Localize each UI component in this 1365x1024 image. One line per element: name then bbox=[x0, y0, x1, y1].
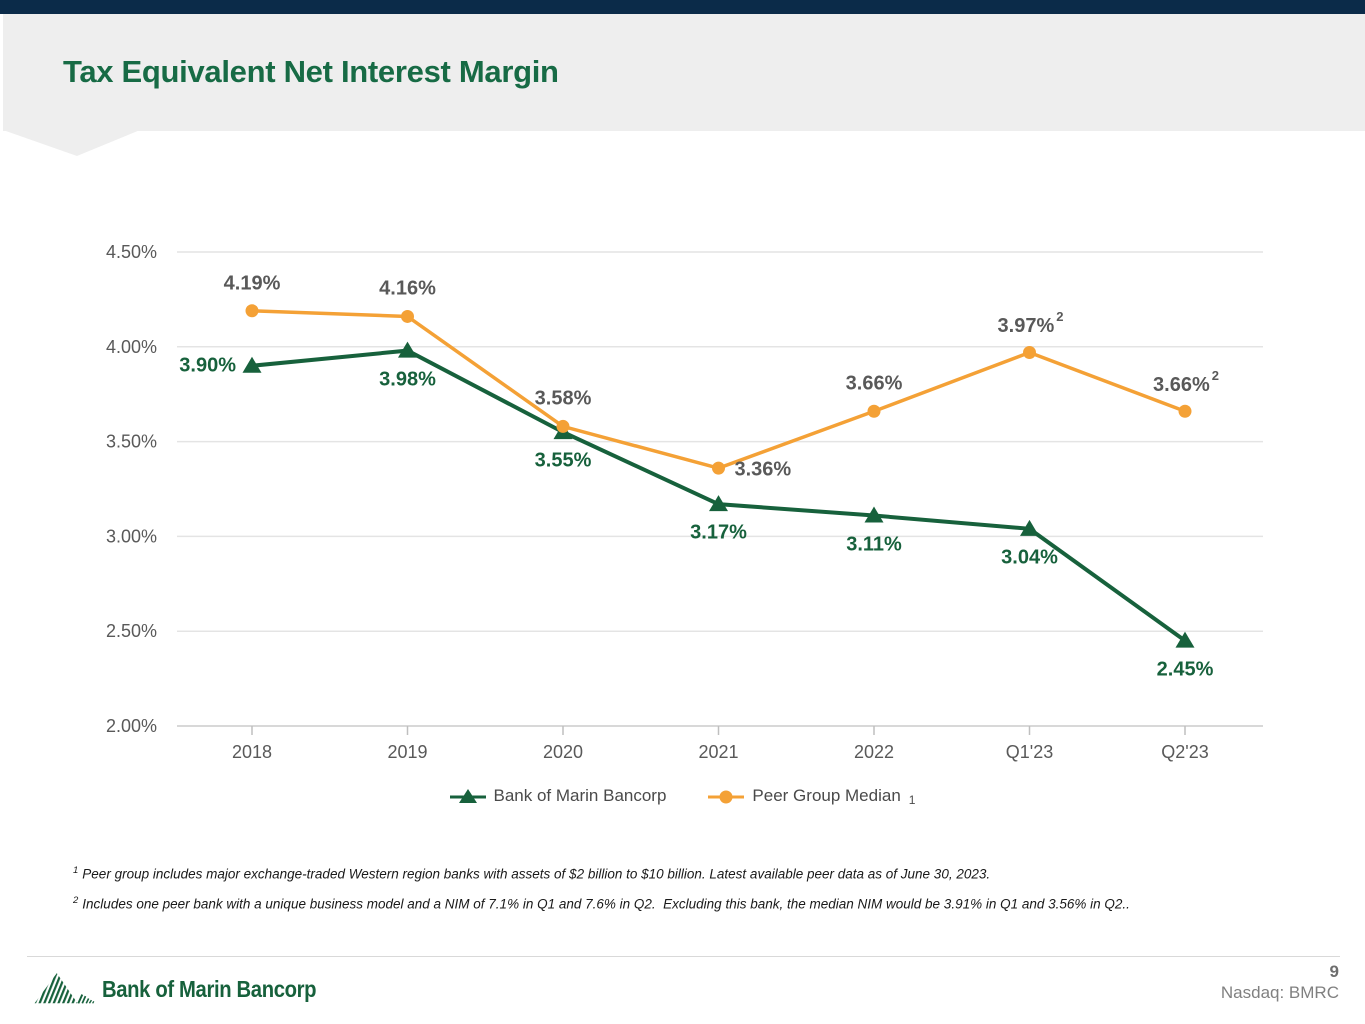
legend-item-bank-of-marin: Bank of Marin Bancorp bbox=[449, 786, 667, 806]
page-title: Tax Equivalent Net Interest Margin bbox=[63, 54, 559, 89]
mountain-logo-icon bbox=[34, 973, 95, 1004]
footnote-1-text: Peer group includes major exchange-trade… bbox=[82, 866, 991, 882]
footer-info: 9 Nasdaq: BMRC bbox=[1221, 962, 1339, 1004]
legend-label-bank-of-marin: Bank of Marin Bancorp bbox=[493, 786, 667, 805]
svg-text:Q2'23: Q2'23 bbox=[1161, 742, 1208, 762]
svg-text:2.50%: 2.50% bbox=[106, 621, 157, 641]
svg-text:4.50%: 4.50% bbox=[106, 242, 157, 262]
svg-text:2020: 2020 bbox=[543, 742, 583, 762]
legend-label-peer-group: Peer Group Median bbox=[752, 786, 901, 805]
svg-text:2019: 2019 bbox=[387, 742, 427, 762]
legend-item-peer-group: Peer Group Median 1 bbox=[708, 786, 916, 807]
triangle-marker-icon bbox=[449, 788, 486, 803]
svg-text:2.00%: 2.00% bbox=[106, 716, 157, 736]
svg-text:2021: 2021 bbox=[698, 742, 738, 762]
chart-legend: Bank of Marin Bancorp Peer Group Median 1 bbox=[0, 786, 1365, 807]
page-number: 9 bbox=[1329, 962, 1339, 981]
footnote-2: 2 Includes one peer bank with a unique bu… bbox=[73, 888, 1293, 918]
footnote-2-marker: 2 bbox=[73, 894, 79, 906]
logo-text: Bank of Marin Bancorp bbox=[102, 975, 317, 1002]
footer-divider bbox=[27, 956, 1340, 957]
svg-text:4.00%: 4.00% bbox=[106, 337, 157, 357]
footnote-1-marker: 1 bbox=[73, 865, 79, 876]
svg-text:2022: 2022 bbox=[854, 742, 894, 762]
ticker-label: Nasdaq: BMRC bbox=[1220, 983, 1339, 1002]
circle-marker-icon bbox=[708, 790, 745, 803]
header-band: Tax Equivalent Net Interest Margin bbox=[3, 14, 1365, 131]
svg-text:2018: 2018 bbox=[232, 742, 272, 762]
footnotes: 1 Peer group includes major exchange-trad… bbox=[73, 858, 1293, 917]
legend-footnote-ref: 1 bbox=[908, 793, 916, 807]
top-navy-bar bbox=[0, 0, 1365, 14]
footnote-2-text: Includes one peer bank with a unique bus… bbox=[82, 896, 1130, 911]
footnote-1: 1 Peer group includes major exchange-trad… bbox=[73, 858, 1293, 888]
svg-text:Q1'23: Q1'23 bbox=[1006, 742, 1053, 762]
svg-text:3.00%: 3.00% bbox=[106, 526, 157, 546]
bank-of-marin-logo: Bank of Marin Bancorp bbox=[33, 966, 345, 1012]
svg-text:3.50%: 3.50% bbox=[106, 432, 157, 452]
